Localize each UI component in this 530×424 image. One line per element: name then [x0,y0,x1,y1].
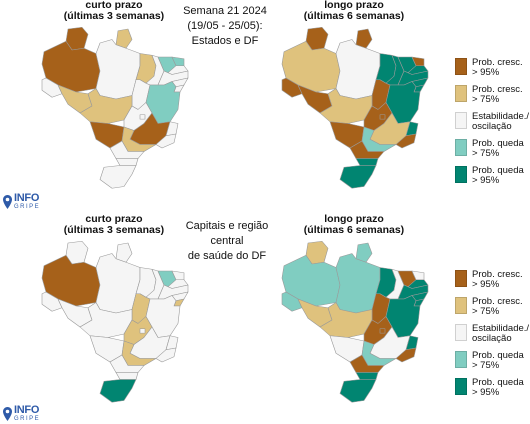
state-ap [115,242,133,263]
legend-label: Estabilidade./ oscilação [472,111,530,132]
legend-item: Prob. queda > 75% [455,351,527,378]
legend-label: Prob. queda > 95% [472,165,524,186]
legend-label: Prob. queda > 75% [472,350,524,371]
infogripe-logo-bottom: INFO GRIPE [3,405,40,423]
pin-icon [3,407,12,421]
logo-subtext: GRIPE [14,416,41,422]
center-line: de saúde do DF [187,250,267,262]
state-rs [99,165,137,189]
title-line: (últimas 3 semanas) [63,224,165,236]
legend-item: Prob. cresc. > 75% [455,297,527,324]
bottom-right-title: longo prazo (últimas 6 semanas) [284,214,424,236]
title-line: longo prazo [324,0,384,11]
bottom-left-title: curto prazo (últimas 3 semanas) [44,214,184,236]
legend-swatch [455,112,467,129]
state-df [379,328,386,334]
center-line: Semana 21 2024 [183,5,267,17]
legend-swatch [455,297,467,314]
center-line: Capitais e região central [185,220,269,247]
infogripe-logo-top: INFO GRIPE [3,193,40,211]
legend-swatch [455,270,467,287]
map-top-right-states [281,26,429,189]
legend-label: Prob. cresc. > 75% [472,84,523,105]
state-ap [355,242,373,263]
state-df [379,114,386,120]
logo-text: INFO [14,404,40,416]
legend-swatch [455,166,467,183]
legend-swatch [455,139,467,156]
state-rs [339,379,377,403]
legend-label: Prob. queda > 75% [472,138,524,159]
pin-icon [3,195,12,209]
legend-item: Prob. cresc. > 95% [455,58,527,85]
legend-swatch [455,351,467,368]
center-line: Estados e DF [191,35,259,47]
center-line: (19/05 - 25/05): [187,20,263,32]
title-line: curto prazo [85,213,143,225]
title-line: (últimas 3 semanas) [63,10,165,22]
state-df [139,328,146,334]
state-sc [115,372,139,380]
top-left-title: curto prazo (últimas 3 semanas) [44,0,184,22]
state-rs [339,165,377,189]
map-bottom-right-capitals [281,240,429,403]
legend-swatch [455,378,467,395]
top-right-title: longo prazo (últimas 6 semanas) [284,0,424,22]
legend-bottom: Prob. cresc. > 95% Prob. cresc. > 75% Esta… [455,270,530,405]
logo-text: INFO [14,192,40,204]
legend-label: Estabilidade./ oscilação [472,323,530,344]
title-line: (últimas 6 semanas) [303,10,405,22]
state-ap [115,28,133,49]
legend-swatch [455,324,467,341]
state-ap [355,28,373,49]
state-rs [99,379,137,403]
legend-swatch [455,58,467,75]
legend-top: Prob. cresc. > 95% Prob. cresc. > 75% Esta… [455,58,530,193]
legend-label: Prob. cresc. > 95% [472,269,523,290]
legend-item: Prob. queda > 95% [455,166,527,193]
state-rj [155,133,177,149]
legend-item: Prob. cresc. > 95% [455,270,527,297]
legend-item: Prob. cresc. > 75% [455,85,527,112]
logo-subtext: GRIPE [14,204,41,210]
state-sc [355,158,379,166]
title-line: longo prazo [324,213,384,225]
map-top-left-states [41,26,189,189]
legend-swatch [455,85,467,102]
state-rj [395,133,417,149]
state-rj [155,347,177,363]
state-sc [115,158,139,166]
legend-item: Prob. queda > 75% [455,139,527,166]
top-center-title: Semana 21 2024 (19/05 - 25/05): Estados … [170,4,280,49]
legend-label: Prob. cresc. > 95% [472,57,523,78]
legend-label: Prob. cresc. > 75% [472,296,523,317]
state-rj [395,347,417,363]
legend-label: Prob. queda > 95% [472,377,524,398]
state-df [139,114,146,120]
legend-item: Prob. queda > 95% [455,378,527,405]
map-bottom-left-capitals [41,240,189,403]
legend-item: Estabilidade./ oscilação [455,323,530,351]
title-line: (últimas 6 semanas) [303,224,405,236]
state-sc [355,372,379,380]
bottom-center-title: Capitais e região central de saúde do DF [168,219,286,264]
legend-item: Estabilidade./ oscilação [455,111,530,139]
title-line: curto prazo [85,0,143,11]
